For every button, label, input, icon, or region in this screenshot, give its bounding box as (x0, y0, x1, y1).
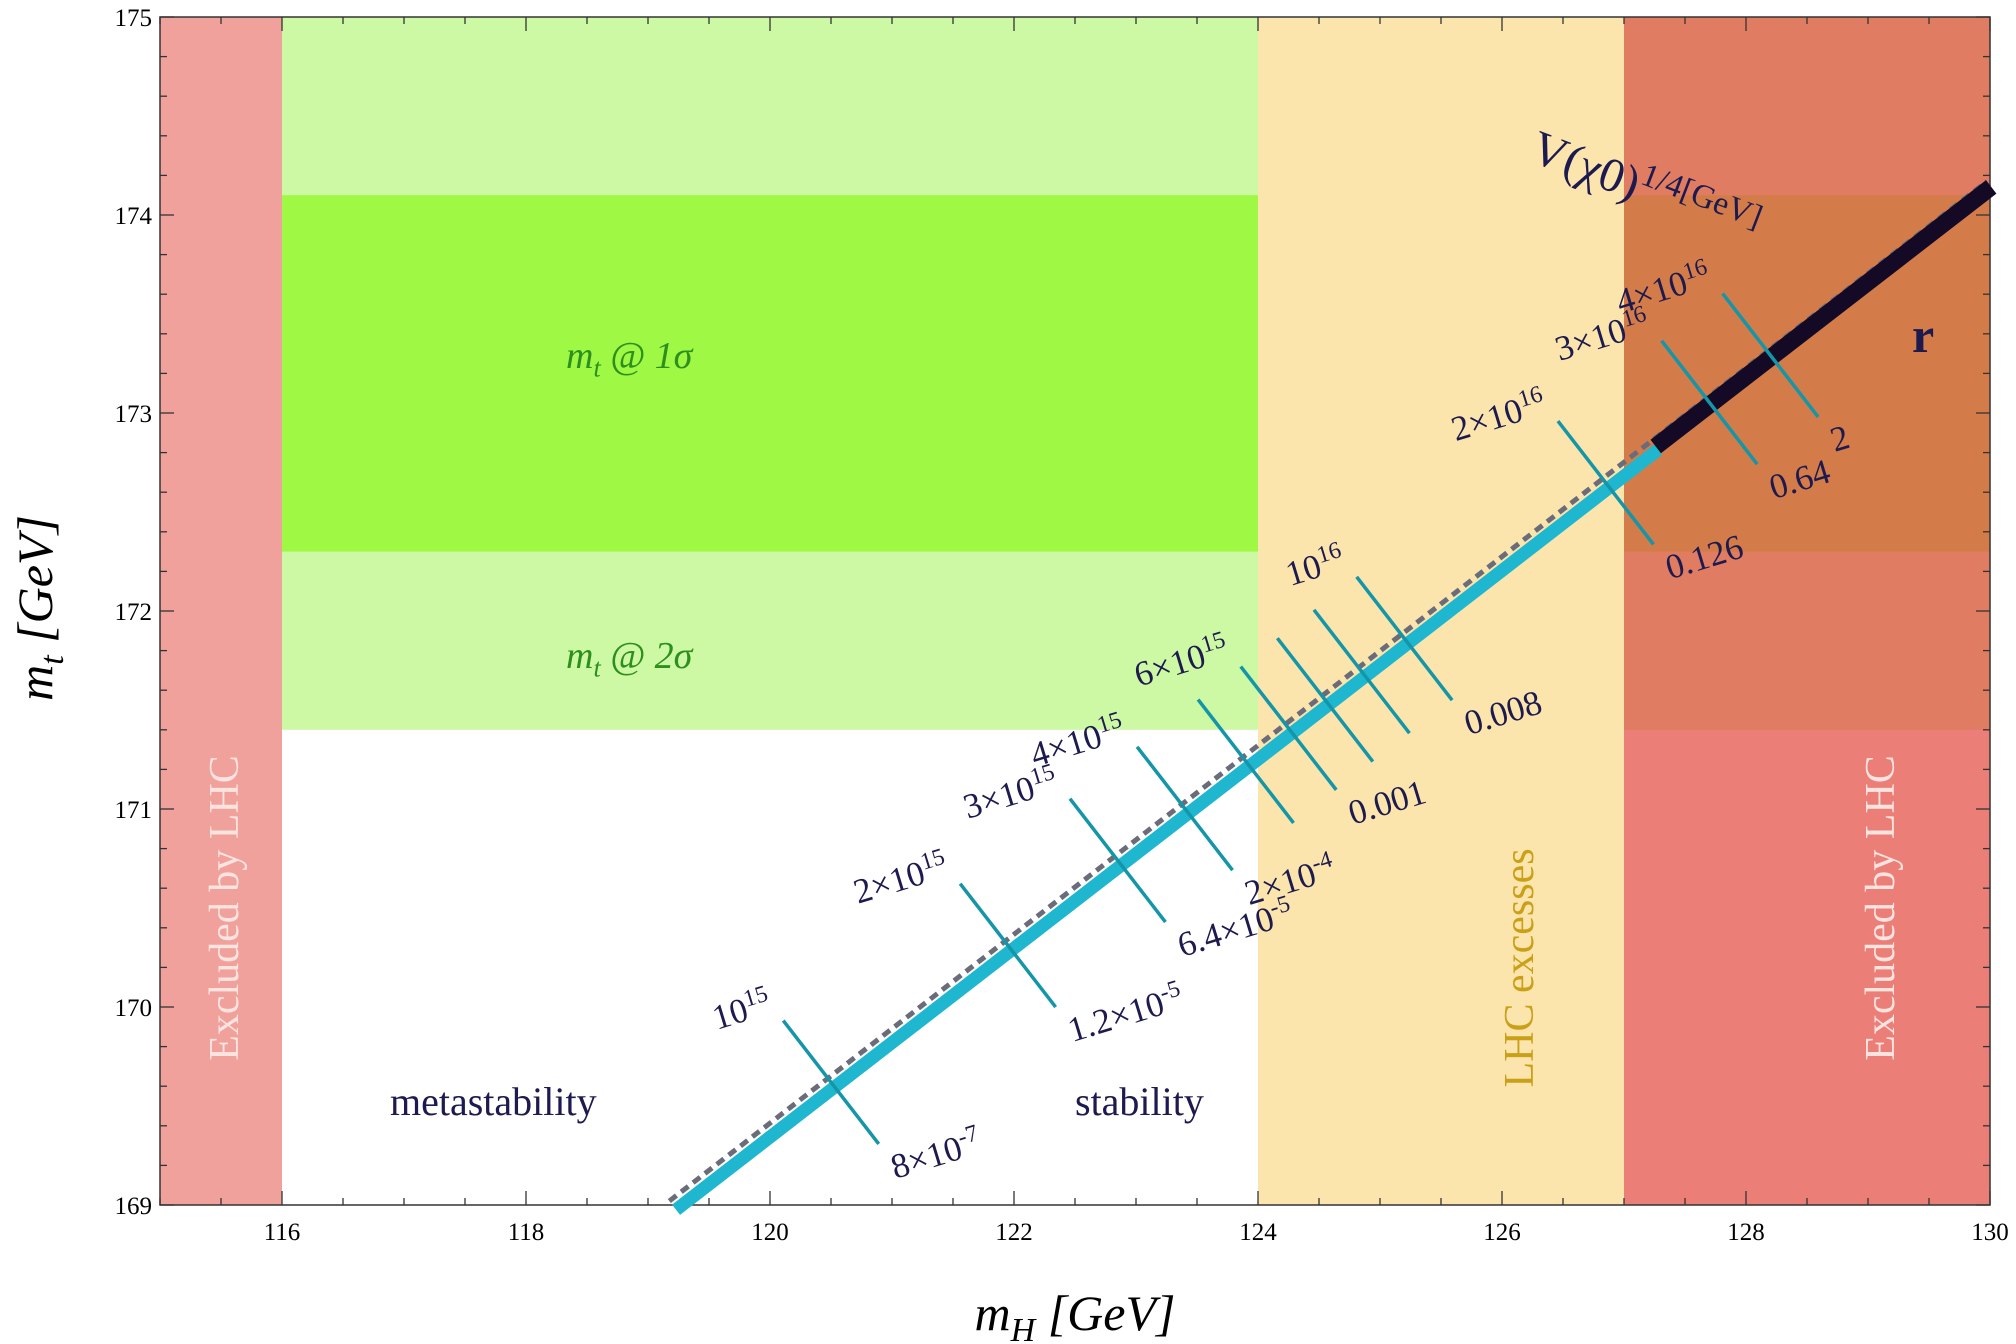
x-tick-label: 118 (508, 1219, 545, 1246)
scale-marker-tick (1660, 339, 1759, 466)
scale-marker-tick (1721, 292, 1820, 419)
y-tick-label: 173 (115, 401, 153, 428)
x-tick-label: 124 (1239, 1219, 1277, 1246)
metastability-label: metastability (390, 1079, 597, 1124)
scale-marker-tick (781, 1019, 881, 1146)
x-tick-label: 120 (751, 1219, 789, 1246)
scale-marker-tick (1239, 665, 1338, 791)
marker-upper-label: 1015 (707, 981, 775, 1038)
y-tick-label: 169 (115, 1193, 153, 1220)
mt-1sigma-label: mt @ 1σ (566, 335, 694, 382)
mt-2sigma-label: mt @ 2σ (566, 635, 694, 682)
marker-upper-label: 2×1015 (848, 844, 952, 912)
x-tick-label: 128 (1727, 1219, 1765, 1246)
lhc-excesses-label: LHC excesses (1497, 848, 1543, 1087)
excluded-right-label: Excluded by LHC (1858, 755, 1904, 1061)
y-tick-label: 175 (115, 5, 153, 32)
x-tick-label: 122 (995, 1219, 1033, 1246)
y-tick-label: 172 (115, 599, 153, 626)
scale-marker-tick (1068, 797, 1167, 924)
scale-marker-tick (1196, 698, 1295, 824)
y-axis-title: mt [GeV] (7, 515, 71, 701)
marker-lower-label: 1.2×10-5 (1062, 976, 1187, 1050)
chart-regions (160, 17, 1990, 1205)
scale-marker-tick (1556, 419, 1655, 546)
x-axis-title: mH [GeV] (975, 1285, 1176, 1344)
scale-marker-tick (1312, 608, 1411, 735)
y-tick-label: 171 (115, 797, 153, 824)
y-tick-label: 174 (115, 203, 153, 230)
stability-label: stability (1075, 1079, 1204, 1124)
x-tick-label: 130 (1971, 1219, 2009, 1246)
scale-marker-tick (958, 882, 1058, 1009)
x-tick-label: 126 (1483, 1219, 1521, 1246)
axis-ticks: 116 118 120 122 124 126 128 130 169 170 171 172 173 1… (115, 5, 2009, 1246)
x-tick-label: 116 (264, 1219, 301, 1246)
scale-marker-tick (1275, 637, 1375, 763)
marker-lower-label: 8×10-7 (886, 1120, 986, 1186)
region-0 (160, 17, 282, 1205)
lower-axis-label: r (1912, 307, 1934, 363)
y-tick-label: 170 (115, 995, 153, 1022)
scale-marker-tick (1135, 745, 1234, 872)
scale-marker-tick (1355, 575, 1454, 702)
region-1 (1624, 17, 1990, 1205)
stability-boundary-cyan (672, 444, 1663, 1215)
excluded-left-label: Excluded by LHC (202, 755, 248, 1061)
